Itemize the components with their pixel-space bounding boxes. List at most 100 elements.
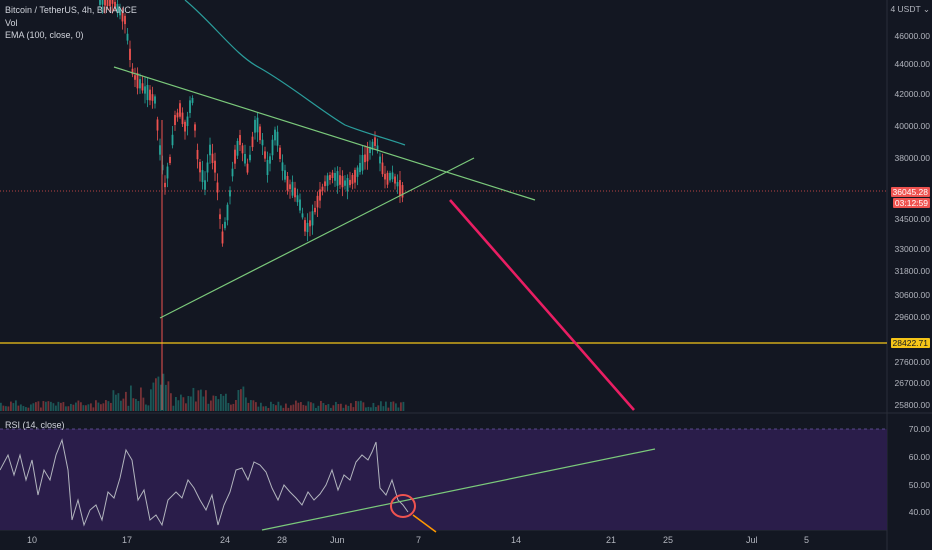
candle-body <box>279 147 281 159</box>
rsi-trendline <box>261 448 656 531</box>
candle-body <box>364 154 366 163</box>
candle-body <box>154 96 156 104</box>
candle-body <box>179 103 181 117</box>
candle-body <box>394 176 396 184</box>
candle-body <box>124 15 126 25</box>
candle-body <box>139 79 141 89</box>
candle-body <box>221 231 224 244</box>
volume-bar <box>317 405 320 411</box>
volume-bar <box>215 396 217 411</box>
volume-bar <box>370 407 372 411</box>
candle-body <box>204 180 206 190</box>
volume-bar <box>202 396 205 411</box>
volume-bar <box>195 401 197 411</box>
candle-body <box>384 173 386 180</box>
volume-bar <box>122 398 125 411</box>
currency-selector[interactable]: 4 USDT ⌄ <box>890 4 930 14</box>
candle-body <box>121 10 124 22</box>
volume-bar <box>172 405 175 411</box>
volume-bar <box>225 393 227 411</box>
volume-bar <box>0 402 2 411</box>
candle-body <box>294 187 296 198</box>
date-label: Jul <box>746 535 758 545</box>
volume-bar <box>182 397 185 411</box>
volume-bar <box>72 404 75 411</box>
candle-body <box>399 180 401 196</box>
price-tick: 26700.00 <box>894 378 930 388</box>
date-label: 28 <box>277 535 288 545</box>
volume-bar <box>322 403 325 411</box>
candle-body <box>119 9 121 16</box>
volume-bar <box>32 403 35 411</box>
volume-bar <box>230 404 232 411</box>
volume-bar <box>272 403 275 411</box>
volume-bar <box>52 403 55 411</box>
ema-legend[interactable]: EMA (100, close, 0) <box>5 30 84 40</box>
volume-bar <box>35 402 37 411</box>
candle-body <box>274 129 276 141</box>
volume-bar <box>340 403 342 411</box>
volume-bar <box>277 401 280 411</box>
candle-body <box>256 117 259 133</box>
symbol-legend[interactable]: Bitcoin / TetherUS, 4h, BINANCE <box>5 5 137 15</box>
volume-bar <box>392 401 395 411</box>
volume-legend[interactable]: Vol <box>5 18 18 28</box>
volume-bar <box>197 390 200 411</box>
candle-body <box>149 89 151 101</box>
candle-body <box>101 0 104 5</box>
volume-bar <box>395 403 397 411</box>
volume-bar <box>265 406 267 411</box>
candle-body <box>226 204 229 221</box>
price-tick: 42000.00 <box>894 89 930 99</box>
volume-bar <box>95 400 97 411</box>
candle-body <box>346 178 349 192</box>
volume-bar <box>65 406 67 411</box>
volume-bar <box>335 401 337 411</box>
volume-bar <box>310 402 312 411</box>
candle-body <box>349 179 351 186</box>
volume-bar <box>37 401 40 411</box>
volume-bar <box>347 405 350 411</box>
volume-bar <box>170 393 172 411</box>
volume-bar <box>237 390 240 411</box>
rsi-legend[interactable]: RSI (14, close) <box>5 420 65 430</box>
volume-bar <box>402 401 405 411</box>
candle-body <box>351 174 354 184</box>
candle-body <box>311 211 314 226</box>
volume-bar <box>92 407 95 411</box>
candle-body <box>291 181 294 196</box>
candle-body <box>199 161 201 173</box>
candle-body <box>229 190 231 197</box>
candle-body <box>159 145 161 155</box>
candle-body <box>206 162 209 173</box>
price-tick: 29600.00 <box>894 312 930 322</box>
candle-body <box>366 146 369 162</box>
volume-bar <box>192 387 195 411</box>
candle-body <box>234 149 236 164</box>
rsi-line <box>0 438 409 527</box>
volume-bar <box>2 405 5 411</box>
candle-body <box>191 97 194 103</box>
price-tick: 25800.00 <box>894 400 930 410</box>
candle-body <box>286 176 289 191</box>
volume-bar <box>232 403 235 411</box>
volume-bar <box>140 387 142 411</box>
price-tick: 27600.00 <box>894 357 930 367</box>
rsi-arrow <box>412 514 437 533</box>
volume-bar <box>365 407 367 411</box>
volume-bar <box>257 406 260 411</box>
volume-bar <box>187 396 190 411</box>
price-tick: 44000.00 <box>894 59 930 69</box>
date-label: 25 <box>663 535 674 545</box>
price-tick: 33000.00 <box>894 244 930 254</box>
volume-bar <box>390 401 392 411</box>
candle-body <box>171 134 174 146</box>
volume-bar <box>145 404 147 411</box>
candle-body <box>241 145 244 154</box>
volume-bar <box>287 407 290 411</box>
volume-bar <box>135 398 137 411</box>
candle-body <box>131 68 134 75</box>
candle-body <box>331 172 334 178</box>
volume-bar <box>280 405 282 411</box>
